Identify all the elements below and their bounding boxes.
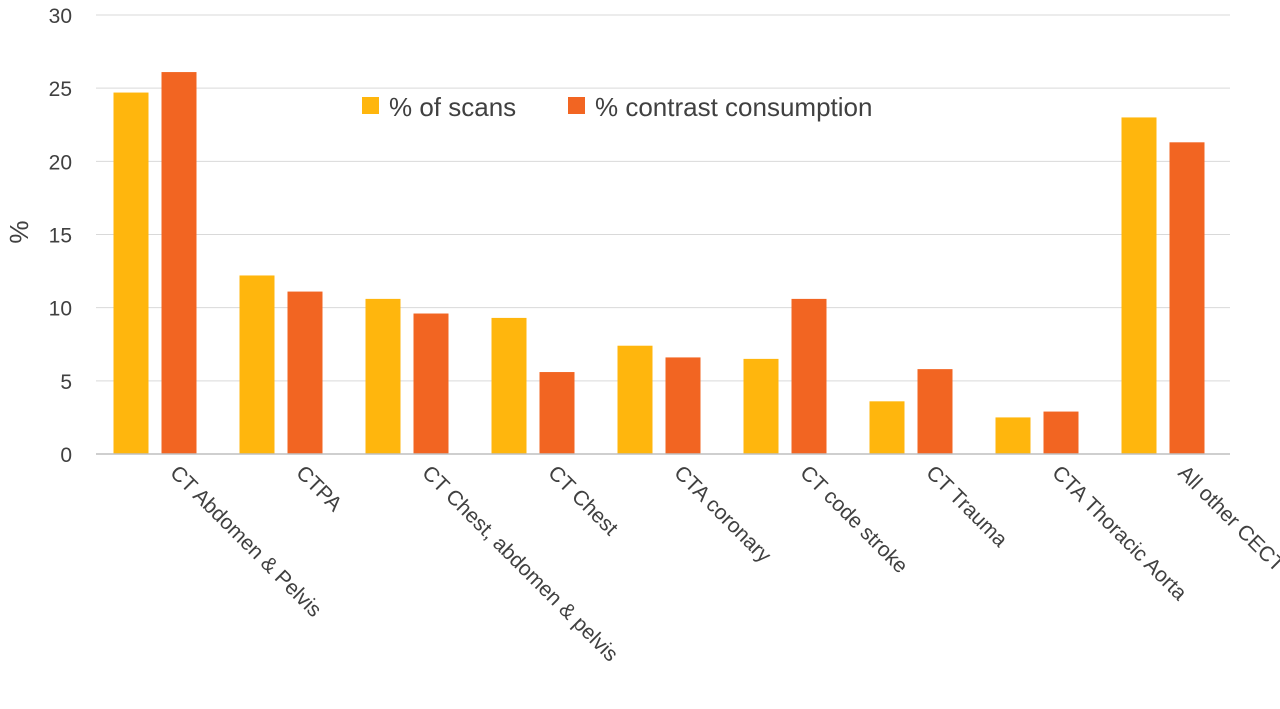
bar-contrast-4 [665, 357, 701, 454]
category-label: All other CECT [1173, 461, 1280, 576]
bar-contrast-7 [1043, 411, 1079, 454]
legend: % of scans % contrast consumption [362, 92, 872, 122]
bar-scans-0 [113, 92, 149, 454]
y-tick-label: 5 [60, 371, 72, 394]
y-axis-ticks: 0 5 10 15 20 25 30 [49, 5, 72, 467]
category-label: CTPA [291, 461, 346, 516]
y-tick-label: 25 [49, 78, 72, 101]
bar-contrast-1 [287, 291, 323, 454]
bar-contrast-0 [161, 72, 197, 454]
bar-scans-5 [743, 358, 779, 454]
bar-scans-4 [617, 345, 653, 454]
bars [113, 72, 1205, 454]
category-label: CTA Thoracic Aorta [1047, 461, 1191, 605]
legend-swatch [362, 97, 379, 114]
category-label: CT code stroke [795, 461, 912, 578]
bar-scans-8 [1121, 117, 1157, 454]
category-label: CT Trauma [921, 461, 1011, 551]
bar-scans-3 [491, 317, 527, 454]
category-label: CT Chest [543, 461, 622, 540]
bar-contrast-5 [791, 298, 827, 454]
legend-label: % of scans [389, 92, 516, 122]
bar-scans-6 [869, 401, 905, 454]
legend-swatch [568, 97, 585, 114]
legend-label: % contrast consumption [595, 92, 872, 122]
bar-scans-2 [365, 298, 401, 454]
bar-scans-7 [995, 417, 1031, 454]
y-tick-label: 0 [60, 444, 72, 467]
y-tick-label: 10 [49, 298, 72, 321]
y-tick-label: 30 [49, 5, 72, 28]
bar-contrast-6 [917, 369, 953, 454]
bar-scans-1 [239, 275, 275, 454]
y-tick-label: 20 [49, 151, 72, 174]
gridlines [96, 14, 1230, 382]
y-axis-label: % [4, 220, 34, 243]
bar-contrast-3 [539, 372, 575, 454]
category-label: CTA coronary [669, 461, 775, 567]
bar-contrast-2 [413, 313, 449, 454]
bar-contrast-8 [1169, 142, 1205, 454]
y-tick-label: 15 [49, 225, 72, 248]
